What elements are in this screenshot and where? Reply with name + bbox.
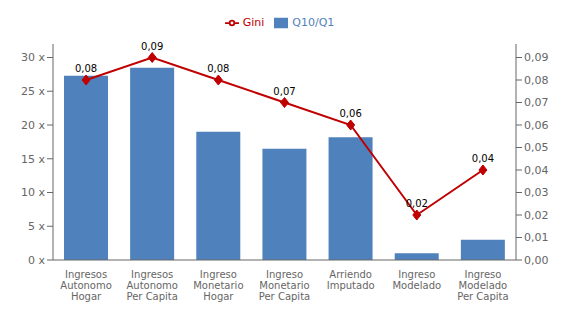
svg-text:IngresosAutonomoHogar: IngresosAutonomoHogar	[60, 269, 112, 302]
svg-text:0,03: 0,03	[524, 186, 549, 199]
svg-text:IngresoModeladoPer Capita: IngresoModeladoPer Capita	[457, 269, 508, 302]
svg-text:20 x: 20 x	[21, 119, 45, 132]
svg-text:10 x: 10 x	[21, 186, 45, 199]
svg-text:0,06: 0,06	[340, 108, 362, 119]
svg-text:IngresoModelado: IngresoModelado	[392, 269, 441, 291]
svg-text:0,04: 0,04	[472, 153, 494, 164]
svg-text:5 x: 5 x	[28, 220, 45, 233]
svg-text:IngresosAutonomoPer Capita: IngresosAutonomoPer Capita	[126, 269, 178, 302]
html-text:Q10/Q1: Q10/Q1	[292, 16, 335, 29]
svg-text:0,09: 0,09	[141, 41, 163, 52]
svg-text:0,08: 0,08	[75, 63, 97, 74]
svg-text:15 x: 15 x	[21, 153, 45, 166]
svg-text:0,09: 0,09	[524, 51, 549, 64]
svg-text:0,02: 0,02	[524, 209, 549, 222]
svg-text:0 x: 0 x	[28, 254, 45, 267]
svg-text:ArriendoImputado: ArriendoImputado	[327, 269, 375, 291]
svg-text:30 x: 30 x	[21, 51, 45, 64]
svg-text:0,08: 0,08	[207, 63, 229, 74]
svg-text:0,08: 0,08	[524, 74, 549, 87]
svg-text:0,01: 0,01	[524, 231, 549, 244]
svg-text:25 x: 25 x	[21, 85, 45, 98]
svg-text:0,07: 0,07	[273, 86, 295, 97]
svg-text:0,04: 0,04	[524, 164, 549, 177]
svg-text:0,00: 0,00	[524, 254, 549, 267]
svg-text:0,02: 0,02	[406, 198, 428, 209]
svg-text:0,06: 0,06	[524, 119, 549, 132]
svg-text:IngresoMonetarioHogar: IngresoMonetarioHogar	[193, 269, 243, 302]
svg-text:0,05: 0,05	[524, 141, 549, 154]
html-text:Gini: Gini	[242, 16, 265, 29]
svg-text:0,07: 0,07	[524, 96, 549, 109]
svg-text:IngresoMonetarioPer Capita: IngresoMonetarioPer Capita	[259, 269, 310, 302]
